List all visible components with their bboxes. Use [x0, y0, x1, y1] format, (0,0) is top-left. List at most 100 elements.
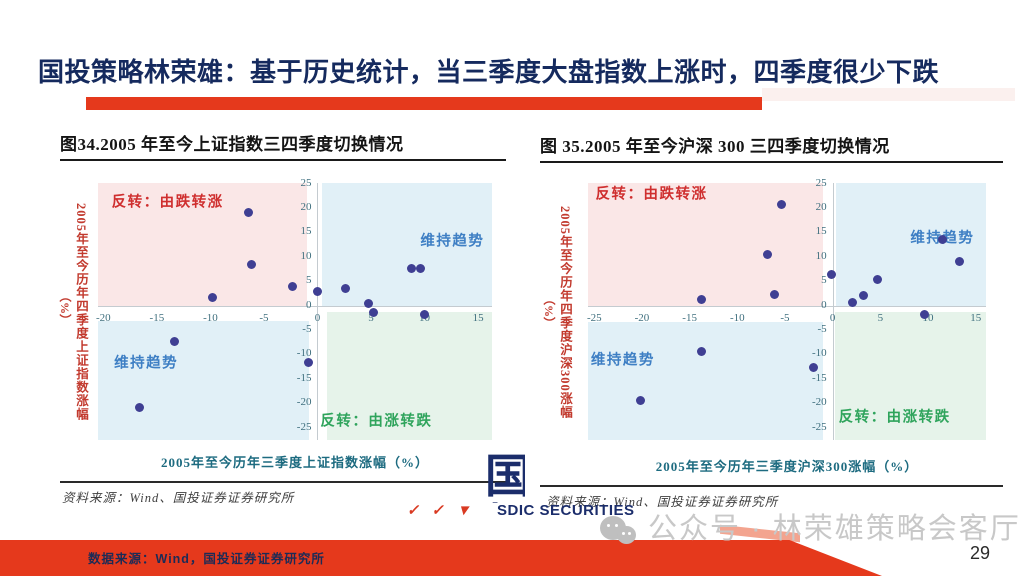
data-point — [169, 337, 179, 347]
y-tick-label: -20 — [296, 396, 312, 409]
x-tick-label: 0 — [829, 311, 836, 324]
data-point — [763, 250, 773, 260]
x-tick-label: -20 — [634, 311, 650, 324]
y-tick-label: -15 — [296, 371, 312, 384]
data-point — [208, 293, 218, 303]
x-tick-label: -25 — [586, 311, 602, 324]
wechat-icon — [600, 516, 644, 548]
chart-title: 图34.2005 年至今上证指数三四季度切换情况 — [60, 130, 506, 161]
data-point — [776, 200, 786, 210]
x-tick-label: 15 — [472, 311, 484, 324]
title-underline-bar — [86, 97, 762, 110]
data-point — [368, 308, 378, 318]
y-tick-label: -25 — [812, 420, 827, 433]
x-axis-line — [98, 305, 492, 307]
page-number: 29 — [970, 543, 991, 563]
brand-glyph: 国投 — [485, 451, 525, 503]
data-point — [288, 281, 298, 291]
quadrant-label: 反转：由涨转跌 — [838, 409, 951, 426]
y-tick-label: -5 — [817, 323, 827, 336]
data-point — [304, 357, 314, 367]
data-point — [312, 287, 322, 297]
scatter-plot-sse: -20-15-10-50510152520151050-5-10-15-20-2… — [96, 177, 492, 440]
data-point — [858, 290, 868, 300]
x-tick-label: -15 — [682, 311, 697, 324]
brand-check-marks: ✓✓▼ — [406, 501, 486, 519]
brand-wordmark: SDIC SECURITIES — [497, 502, 635, 519]
y-tick-label: 10 — [815, 249, 827, 262]
title-underline-faint — [762, 88, 1015, 101]
y-axis-line — [832, 183, 834, 440]
y-tick-label: 25 — [815, 176, 827, 189]
chart-footer-divider — [60, 481, 506, 483]
watermark-text: 公众号 · 林荣雄策略会客厅 — [648, 513, 1021, 545]
data-point — [954, 256, 964, 266]
data-point — [246, 259, 256, 269]
quadrant-label: 反转：由跌转涨 — [595, 186, 708, 203]
y-axis-unit: （%） — [542, 293, 556, 329]
y-axis-title: 2005年至今历年四季度沪深300涨幅 — [558, 205, 572, 419]
quadrant-label: 维持趋势 — [420, 233, 485, 250]
quadrant-label: 维持趋势 — [590, 352, 655, 369]
chart-source-note: 资料来源：Wind、国投证券证券研究所 — [62, 491, 295, 505]
chart-source-note: 资料来源：Wind、国投证券证券研究所 — [546, 495, 779, 509]
quadrant-region — [322, 183, 492, 306]
y-tick-label: -15 — [812, 371, 827, 384]
data-point — [770, 290, 779, 300]
y-tick-label: 0 — [305, 298, 312, 311]
y-tick-label: 20 — [815, 200, 827, 213]
y-tick-label: 15 — [300, 225, 312, 238]
quadrant-region — [98, 321, 309, 440]
x-tick-label: -10 — [729, 311, 745, 324]
x-tick-label: 5 — [368, 311, 374, 324]
page-title: 国投策略林荣雄：基于历史统计，当三季度大盘指数上涨时，四季度很少下跌 — [38, 57, 940, 87]
y-tick-label: 0 — [821, 298, 827, 311]
data-point — [809, 363, 819, 373]
data-point — [848, 298, 858, 308]
data-point — [696, 346, 706, 356]
x-tick-label: -5 — [780, 311, 790, 324]
y-tick-label: 20 — [300, 200, 312, 213]
x-tick-label: 10 — [922, 311, 934, 324]
quadrant-region — [327, 311, 492, 440]
y-tick-label: 5 — [821, 274, 827, 287]
data-point — [827, 270, 837, 280]
data-point — [635, 395, 645, 405]
y-axis-unit: （%） — [58, 290, 72, 326]
y-axis-title: 2005年至今历年四季度上证指数涨幅 — [74, 203, 88, 421]
data-point — [919, 310, 929, 320]
x-tick-label: -10 — [203, 311, 218, 324]
chart-footer-divider — [540, 485, 1003, 487]
data-point — [407, 264, 417, 273]
data-point — [364, 299, 374, 309]
y-tick-label: 10 — [300, 249, 312, 262]
wechat-bubble-small — [617, 526, 636, 544]
quadrant-region — [836, 183, 986, 306]
quadrant-label: 维持趋势 — [114, 355, 179, 372]
data-point — [415, 264, 425, 273]
x-tick-label: -20 — [96, 311, 111, 324]
chart-title: 图 35.2005 年至今沪深 300 三四季度切换情况 — [540, 132, 1003, 163]
x-axis-title: 2005年至今历年三季度上证指数涨幅（%） — [160, 455, 429, 470]
triangle-icon: ▼ — [455, 502, 486, 519]
y-tick-label: -25 — [296, 420, 312, 433]
y-tick-label: -10 — [296, 347, 312, 360]
data-point — [135, 403, 145, 413]
quadrant-region — [588, 322, 824, 440]
x-axis-title: 2005年至今历年三季度沪深300涨幅（%） — [655, 459, 919, 474]
x-tick-label: 15 — [970, 311, 982, 324]
quadrant-region — [834, 311, 986, 440]
quadrant-label: 反转：由涨转跌 — [320, 413, 433, 430]
quadrant-label: 反转：由跌转涨 — [111, 194, 224, 211]
quadrant-region — [98, 183, 307, 306]
x-axis-line — [588, 305, 986, 307]
y-tick-label: 5 — [305, 274, 312, 287]
x-tick-label: 5 — [877, 311, 884, 324]
data-point — [937, 235, 947, 245]
y-tick-label: -5 — [302, 323, 312, 336]
scatter-plot-csi300: -25 -20 -15 -10 -5 0 5 10 15 25 20 15 10 5 0 -5 -10 -15 -2… — [587, 177, 986, 440]
data-point — [420, 310, 430, 320]
x-tick-label: 0 — [314, 311, 321, 324]
y-tick-label: -20 — [812, 396, 827, 409]
